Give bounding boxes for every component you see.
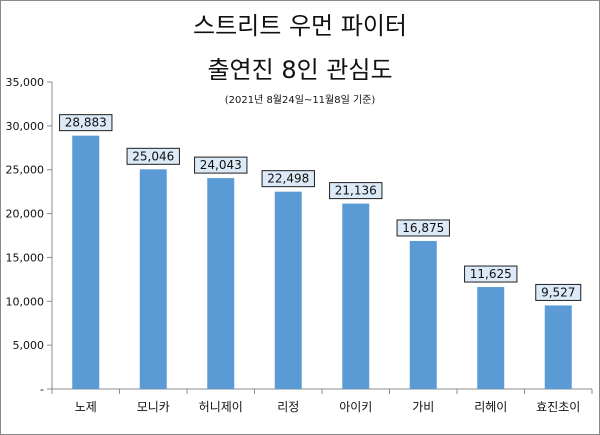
data-label-box	[535, 283, 582, 301]
data-label: 16,875	[402, 221, 444, 235]
y-tick-label: 20,000	[6, 208, 45, 221]
bar	[477, 287, 505, 389]
data-label-box	[396, 219, 450, 237]
data-label: 22,498	[267, 172, 309, 186]
bar	[72, 135, 100, 389]
y-tick-label: 30,000	[6, 120, 45, 133]
x-tick-label: 효진초이	[536, 400, 580, 414]
y-tick-label: -	[40, 383, 44, 396]
data-label: 11,625	[470, 267, 512, 281]
bar	[409, 240, 437, 389]
data-label-box	[126, 147, 180, 165]
x-tick-label: 리정	[277, 400, 299, 414]
data-label-box	[59, 114, 113, 132]
bar	[207, 178, 235, 389]
data-label: 25,046	[132, 149, 174, 163]
data-label: 21,136	[335, 184, 377, 198]
bar	[544, 305, 572, 389]
y-tick-label: 10,000	[6, 295, 45, 308]
chart-subtitle: (2021년 8월24일~11월8일 기준)	[224, 95, 376, 106]
chart-title-line1: 스트리트 우먼 파이터	[193, 12, 407, 40]
data-label: 9,527	[541, 285, 575, 299]
y-tick-label: 35,000	[6, 76, 45, 89]
y-tick-label: 25,000	[6, 164, 45, 177]
chart-title-line2: 출연진 8인 관심도	[207, 56, 393, 84]
data-label-box	[464, 265, 518, 283]
x-tick-label: 허니제이	[199, 400, 243, 414]
data-label-box	[194, 156, 248, 174]
data-label-box	[261, 170, 315, 188]
x-tick-label: 가비	[412, 400, 434, 414]
x-tick-label: 노제	[75, 400, 97, 414]
data-label-box	[329, 182, 383, 200]
data-label: 28,883	[65, 116, 107, 130]
x-tick-label: 리헤이	[474, 400, 507, 414]
data-label: 24,043	[200, 158, 242, 172]
bar	[139, 169, 167, 389]
y-tick-label: 15,000	[6, 251, 45, 264]
y-tick-label: 5,000	[13, 339, 45, 352]
x-tick-label: 아이키	[339, 400, 372, 414]
bar	[274, 191, 302, 389]
bar	[342, 203, 370, 389]
x-tick-label: 모니카	[137, 400, 170, 414]
